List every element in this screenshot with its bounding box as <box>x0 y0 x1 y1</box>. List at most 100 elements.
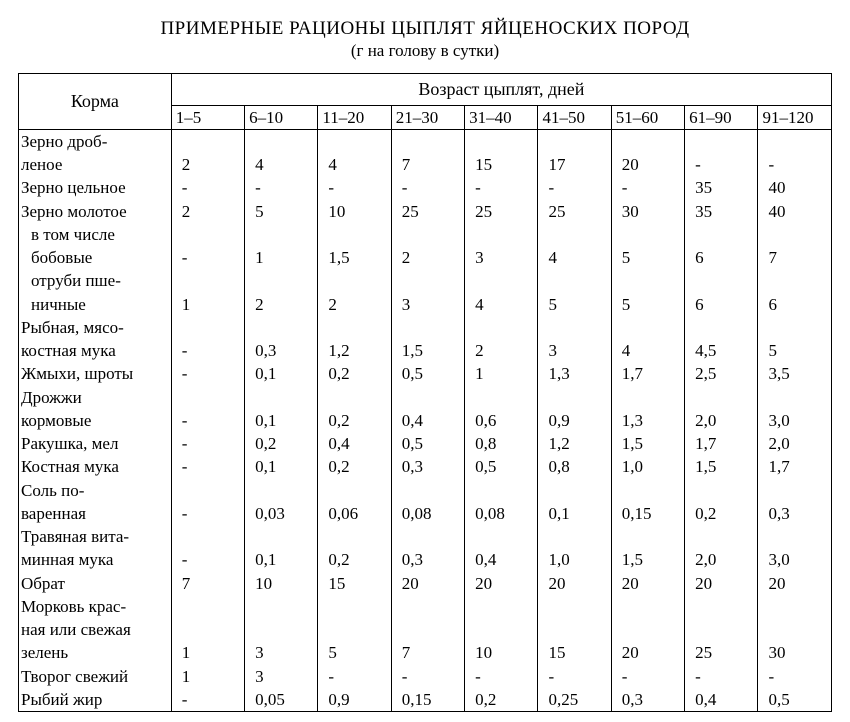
cell: - <box>171 432 244 455</box>
cell: - <box>171 502 244 525</box>
cell <box>758 316 832 339</box>
cell <box>611 386 684 409</box>
cell: 5 <box>245 200 318 223</box>
cell: 1,0 <box>611 455 684 478</box>
cell: 3 <box>245 665 318 688</box>
cell: 1 <box>245 246 318 269</box>
table-row: Обрат71015202020202020 <box>19 572 832 595</box>
cell: - <box>171 339 244 362</box>
age-col-6: 51–60 <box>611 105 684 129</box>
cell <box>758 595 832 618</box>
age-col-7: 61–90 <box>685 105 758 129</box>
cell: 7 <box>171 572 244 595</box>
cell: - <box>758 153 832 176</box>
table-row: костная мука-0,31,21,52344,55 <box>19 339 832 362</box>
cell <box>171 595 244 618</box>
cell: 3 <box>245 641 318 664</box>
title-line2: (г на голову в сутки) <box>18 41 832 61</box>
cell <box>171 316 244 339</box>
table-row: в том числе <box>19 223 832 246</box>
cell <box>391 618 464 641</box>
cell: 0,2 <box>245 432 318 455</box>
cell: 0,8 <box>465 432 538 455</box>
cell <box>685 525 758 548</box>
cell <box>685 386 758 409</box>
cell: 1 <box>465 362 538 385</box>
cell: 0,15 <box>611 502 684 525</box>
cell: 3,0 <box>758 409 832 432</box>
cell: 15 <box>318 572 391 595</box>
cell <box>391 223 464 246</box>
cell: 4 <box>245 153 318 176</box>
feed-name: Костная мука <box>19 455 172 478</box>
cell: 2,0 <box>685 548 758 571</box>
cell <box>611 618 684 641</box>
cell: - <box>685 153 758 176</box>
feed-name: Травяная вита- <box>19 525 172 548</box>
cell <box>758 479 832 502</box>
feed-name: минная мука <box>19 548 172 571</box>
cell: 0,3 <box>758 502 832 525</box>
cell: 1,5 <box>611 548 684 571</box>
cell <box>611 129 684 153</box>
age-col-4: 31–40 <box>465 105 538 129</box>
table-row: зелень13571015202530 <box>19 641 832 664</box>
cell: - <box>171 246 244 269</box>
cell: 4 <box>465 293 538 316</box>
table-row: леное2447151720-- <box>19 153 832 176</box>
table-row: Зерно молотое2510252525303540 <box>19 200 832 223</box>
cell <box>171 525 244 548</box>
cell <box>391 525 464 548</box>
cell <box>538 386 611 409</box>
cell: 2 <box>245 293 318 316</box>
cell: 1,5 <box>391 339 464 362</box>
cell: 0,9 <box>538 409 611 432</box>
cell <box>685 223 758 246</box>
cell <box>758 269 832 292</box>
cell <box>685 618 758 641</box>
cell: 10 <box>465 641 538 664</box>
cell <box>685 595 758 618</box>
cell: 2 <box>171 153 244 176</box>
age-col-8: 91–120 <box>758 105 832 129</box>
cell <box>245 316 318 339</box>
cell: 0,1 <box>245 409 318 432</box>
cell <box>538 479 611 502</box>
cell: 0,4 <box>685 688 758 712</box>
cell: 20 <box>611 641 684 664</box>
cell: - <box>611 665 684 688</box>
cell: 0,15 <box>391 688 464 712</box>
table-row: Дрожжи <box>19 386 832 409</box>
super-header: Возраст цыплят, дней <box>171 74 831 106</box>
cell: 0,2 <box>318 548 391 571</box>
cell: 2 <box>391 246 464 269</box>
cell <box>685 316 758 339</box>
feed-name: леное <box>19 153 172 176</box>
table-row: минная мука-0,10,20,30,41,01,52,03,0 <box>19 548 832 571</box>
cell: 10 <box>318 200 391 223</box>
cell: 6 <box>685 246 758 269</box>
feed-name: зелень <box>19 641 172 664</box>
feed-name: костная мука <box>19 339 172 362</box>
cell: 1,3 <box>538 362 611 385</box>
cell: 2,0 <box>758 432 832 455</box>
cell: - <box>465 176 538 199</box>
table-row: Костная мука-0,10,20,30,50,81,01,51,7 <box>19 455 832 478</box>
cell: 17 <box>538 153 611 176</box>
cell <box>171 129 244 153</box>
page-title: ПРИМЕРНЫЕ РАЦИОНЫ ЦЫПЛЯТ ЯЙЦЕНОСКИХ ПОРО… <box>18 18 832 61</box>
cell: 30 <box>611 200 684 223</box>
cell: 4 <box>318 153 391 176</box>
cell: 4 <box>538 246 611 269</box>
cell: 25 <box>391 200 464 223</box>
table-row: бобовые-11,5234567 <box>19 246 832 269</box>
cell <box>245 269 318 292</box>
cell: 0,5 <box>465 455 538 478</box>
cell: 1 <box>171 641 244 664</box>
cell: - <box>391 665 464 688</box>
cell: 7 <box>391 153 464 176</box>
cell: 7 <box>391 641 464 664</box>
cell <box>465 595 538 618</box>
cell <box>391 129 464 153</box>
age-col-1: 6–10 <box>245 105 318 129</box>
